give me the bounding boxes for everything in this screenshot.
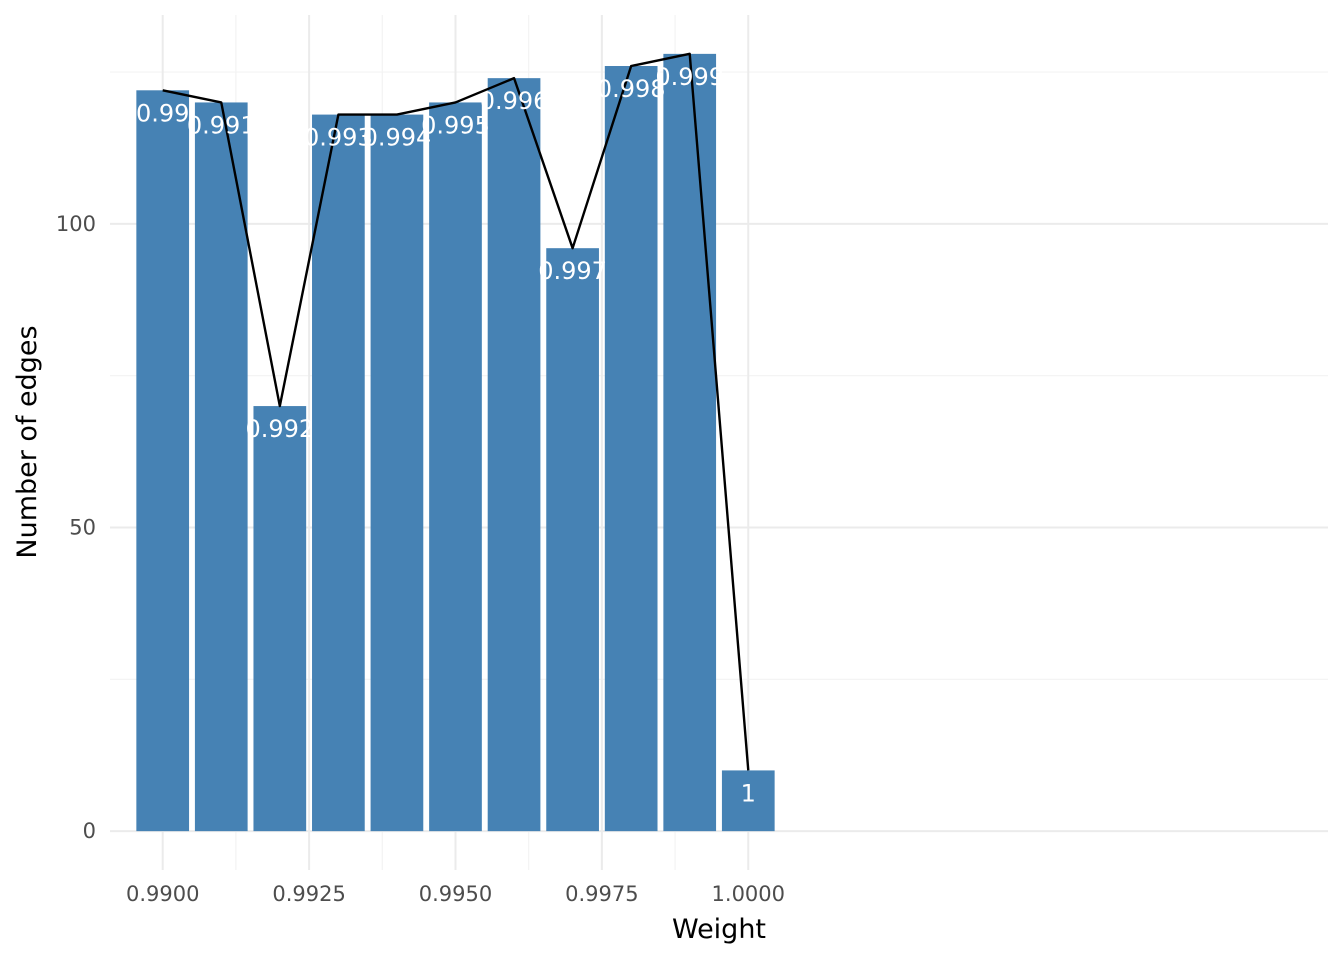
data-label: 1	[741, 779, 756, 807]
x-axis-title: Weight	[672, 914, 766, 945]
y-axis-ticks: 0 50 100	[56, 212, 96, 843]
bar	[546, 248, 599, 832]
data-label: 0.991	[187, 111, 256, 139]
bar	[312, 114, 365, 832]
trend-line	[162, 52, 750, 771]
trend-line-layer	[162, 52, 750, 771]
x-tick-label: 0.9975	[565, 882, 638, 906]
bar	[253, 406, 307, 832]
y-tick-label: 100	[56, 212, 96, 236]
bar	[136, 90, 190, 832]
x-tick-label: 1.0000	[712, 882, 785, 906]
data-label: 0.999	[655, 63, 724, 91]
x-tick-label: 0.9950	[419, 882, 492, 906]
bar	[487, 78, 541, 832]
bar	[663, 53, 717, 832]
y-tick-label: 50	[69, 516, 96, 540]
x-tick-label: 0.9900	[126, 882, 199, 906]
y-axis-title: Number of edges	[12, 325, 43, 558]
data-label: 0.99	[136, 99, 189, 127]
bar	[604, 66, 658, 832]
data-label: 0.998	[597, 75, 666, 103]
bar	[194, 102, 248, 832]
data-label: 0.997	[538, 257, 607, 285]
data-label: 0.993	[304, 124, 373, 152]
y-tick-label: 0	[83, 819, 96, 843]
data-label: 0.994	[363, 124, 432, 152]
bars	[136, 53, 775, 832]
x-tick-label: 0.9925	[272, 882, 345, 906]
data-label: 0.996	[480, 87, 549, 115]
bar	[721, 770, 775, 832]
x-axis-ticks: 0.9900 0.9925 0.9950 0.9975 1.0000	[126, 882, 785, 906]
bar	[429, 102, 482, 832]
data-label: 0.992	[245, 415, 314, 443]
data-label: 0.995	[421, 111, 490, 139]
bar	[370, 114, 424, 832]
